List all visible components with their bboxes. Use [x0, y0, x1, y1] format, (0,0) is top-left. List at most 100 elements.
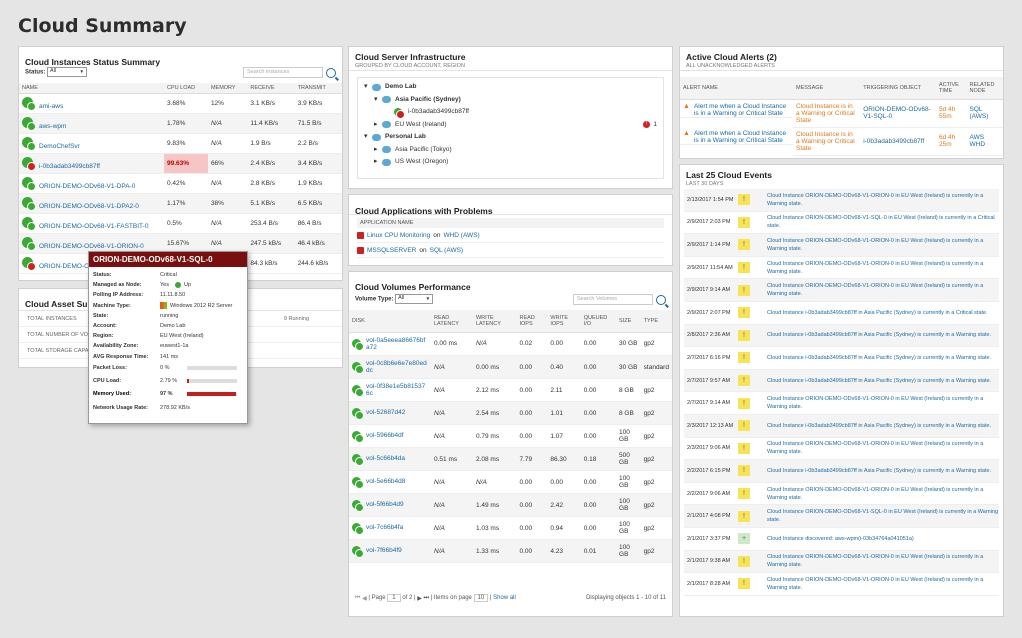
instance-row[interactable]: aws-wpm 1.78% N/A 11.4 KB/s 71.5 B/s	[19, 113, 342, 134]
volume-link[interactable]: vol-5966b4df	[366, 432, 404, 439]
alerts-col-header[interactable]: TRIGGERING OBJECT	[860, 77, 936, 100]
app-row[interactable]: Linux CPU Monitoring on WHD (AWS)	[357, 228, 664, 243]
instance-name-link[interactable]: ORION-DEMO-ODv68-V1-FASTBIT-0	[39, 223, 149, 230]
instances-col-header[interactable]: NAME	[19, 83, 164, 94]
event-message-link[interactable]: Cloud Instance ORION-DEMO-ODv68-V1-SQL-0…	[767, 509, 999, 524]
alert-name-link[interactable]: Alert me when a Cloud Instance is in a W…	[693, 102, 787, 117]
expand-icon[interactable]: ▸	[374, 158, 378, 165]
volume-row[interactable]: vol-5e66b4d8 N/A N/A 0.00 0.00 0.00 100 GB gp2	[349, 470, 672, 494]
expand-icon[interactable]: ▸	[374, 120, 378, 128]
volumes-col-header[interactable]: TYPE	[640, 310, 672, 333]
alerts-col-header[interactable]: MESSAGE	[793, 77, 861, 100]
volume-link[interactable]: vol-5c66b4da	[366, 455, 406, 462]
volume-link[interactable]: vol-0a5eeea86676bfa72	[366, 336, 426, 351]
tree-node-label[interactable]: EU West (Ireland)	[395, 120, 447, 128]
app-node-link[interactable]: SQL (AWS)	[429, 246, 464, 254]
volume-link[interactable]: vol-5f66b4d9	[366, 501, 404, 508]
event-message-link[interactable]: Cloud Instance ORION-DEMO-ODv68-V1-ORION…	[767, 237, 984, 252]
instance-name-link[interactable]: DemoChefSvr	[39, 143, 80, 150]
tree-node[interactable]: ▸ EU West (Ireland)! 1	[364, 119, 657, 132]
event-message-link[interactable]: Cloud Instance i-0b3adab3499cb87ff in As…	[767, 422, 992, 429]
volumes-search-icon[interactable]	[656, 294, 666, 305]
alert-row[interactable]: ▲ Alert me when a Cloud Instance is in a …	[680, 99, 1003, 128]
event-message-link[interactable]: Cloud Instance ORION-DEMO-ODv68-V1-ORION…	[767, 554, 984, 569]
tree-node-label[interactable]: i-0b3adab3499cb87ff	[408, 108, 469, 115]
event-message-link[interactable]: Cloud Instance i-0b3adab3499cb87ff in As…	[767, 332, 992, 339]
volume-row[interactable]: vol-0f38e1e5b815376c N/A 2.12 ms 0.00 2.11 0.…	[349, 378, 672, 402]
instance-name-link[interactable]: ORION-DEMO-ODv68-V1-DPA-0	[39, 183, 136, 190]
event-message-link[interactable]: Cloud Instance ORION-DEMO-ODv68-V1-ORION…	[767, 441, 984, 456]
volume-link[interactable]: vol-0f38e1e5b815376c	[366, 382, 426, 397]
show-all-link[interactable]: Show all	[493, 595, 516, 601]
page-input[interactable]: 1	[387, 594, 401, 602]
alerts-col-header[interactable]: ACTIVE TIME	[935, 77, 967, 100]
instance-name-link[interactable]: ORION-DEMO-ODv68-V1-ORION-0	[39, 243, 144, 250]
instance-name-link[interactable]: ORION-DEMO-ODv68-V1-SQL-0	[39, 263, 135, 270]
event-message-link[interactable]: Cloud Instance ORION-DEMO-ODv68-V1-ORION…	[767, 576, 984, 591]
alert-name-link[interactable]: Alert me when a Cloud Instance is in a W…	[693, 130, 787, 144]
collapse-icon[interactable]: ▾	[374, 95, 378, 103]
volumes-col-header[interactable]: WRITE IOPS	[547, 310, 581, 333]
items-input[interactable]: 10	[473, 594, 489, 602]
volumes-search-input[interactable]: Search Volumes	[573, 294, 653, 305]
volume-row[interactable]: vol-0c8b6e6e7e80eddc N/A 0.00 ms 0.00 0.40 0.…	[349, 355, 672, 379]
event-message-link[interactable]: Cloud Instance ORION-DEMO-ODv68-V1-ORION…	[767, 192, 984, 207]
tree-node-label[interactable]: Asia Pacific (Sydney)	[395, 95, 461, 103]
volume-link[interactable]: vol-52687d42	[366, 409, 406, 416]
event-message-link[interactable]: Cloud Instance ORION-DEMO-ODv68-V1-SQL-0…	[767, 215, 995, 230]
collapse-icon[interactable]: ▾	[364, 133, 368, 140]
event-message-link[interactable]: Cloud Instance i-0b3adab3499cb87ff in As…	[767, 354, 992, 361]
tree-node[interactable]: i-0b3adab3499cb87ff	[364, 106, 657, 120]
volume-link[interactable]: vol-5e66b4d8	[366, 478, 406, 485]
tree-node[interactable]: ▾ Personal Lab	[364, 131, 657, 144]
volume-link[interactable]: vol-0c8b6e6e7e80eddc	[366, 359, 427, 374]
instance-name-link[interactable]: ORION-DEMO-ODv68-V1-DPA2-0	[39, 203, 139, 210]
instance-name-link[interactable]: i-0b3adab3499cb87ff	[39, 163, 100, 170]
prev-page-icon[interactable]: ◀	[362, 595, 367, 602]
volumes-col-header[interactable]: READ LATENCY	[431, 310, 473, 333]
volumes-col-header[interactable]: QUEUED I/O	[580, 310, 617, 333]
instance-name-link[interactable]: aws-wpm	[39, 123, 67, 130]
alert-object-link[interactable]: ORION-DEMO-ODv68-V1-SQL-0	[860, 99, 936, 128]
instances-col-header[interactable]: CPU LOAD	[164, 83, 208, 94]
event-message-link[interactable]: Cloud Instance ORION-DEMO-ODv68-V1-ORION…	[767, 283, 984, 298]
event-message-link[interactable]: Cloud Instance ORION-DEMO-ODv68-V1-ORION…	[767, 396, 984, 411]
event-message-link[interactable]: Cloud Instance ORION-DEMO-ODv68-V1-ORION…	[767, 486, 984, 501]
search-icon[interactable]	[326, 67, 336, 78]
alert-object-link[interactable]: i-0b3adab3499cb87ff	[860, 127, 936, 156]
instance-row[interactable]: ORION-DEMO-ODv68-V1-FASTBIT-0 0.5% N/A 253.…	[19, 213, 342, 234]
event-message-link[interactable]: Cloud Instance i-0b3adab3499cb87ff in As…	[767, 377, 992, 384]
first-page-icon[interactable]: ⏮	[355, 594, 361, 601]
expand-icon[interactable]: ▸	[374, 145, 378, 153]
alert-node-link[interactable]: SQL (AWS)	[966, 99, 1003, 128]
instances-col-header[interactable]: TRANSMIT	[294, 83, 342, 94]
tree-node-label[interactable]: Demo Lab	[385, 83, 417, 90]
tree-node[interactable]: ▾ Asia Pacific (Sydney)	[364, 94, 657, 107]
instance-row[interactable]: ORION-DEMO-ODv68-V1-DPA2-0 1.17% 38% 5.1 KB…	[19, 193, 342, 214]
tree-node[interactable]: ▾ Demo Lab	[364, 81, 657, 94]
alert-row[interactable]: ▲ Alert me when a Cloud Instance is in a …	[680, 127, 1003, 156]
last-page-icon[interactable]: ⏭	[423, 594, 429, 601]
volume-row[interactable]: vol-5f66b4d9 N/A 1.49 ms 0.00 2.42 0.00 100 GB…	[349, 493, 672, 517]
app-name-link[interactable]: Linux CPU Monitoring	[367, 231, 431, 239]
instances-col-header[interactable]: RECEIVE	[247, 83, 295, 94]
volume-row[interactable]: vol-5966b4df N/A 0.79 ms 0.00 1.07 0.00 100 GB…	[349, 424, 672, 448]
tree-node[interactable]: ▸ Asia Pacific (Tokyo)	[364, 144, 657, 157]
tree-node[interactable]: ▸ US West (Oregon)	[364, 156, 657, 169]
event-message-link[interactable]: Cloud Instance i-0b3adab3499cb87ff in As…	[767, 467, 992, 474]
event-message-link[interactable]: Cloud Instance discovered: aws-wpm(i-03b…	[767, 535, 914, 542]
volumes-col-header[interactable]: READ IOPS	[516, 310, 548, 333]
collapse-icon[interactable]: ▾	[364, 83, 368, 90]
volumes-col-header[interactable]: WRITE LATENCY	[472, 310, 517, 333]
volume-link[interactable]: vol-7f66b4f9	[366, 547, 402, 554]
instance-row[interactable]: ORION-DEMO-ODv68-V1-DPA-0 0.42% N/A 2.8 KB/…	[19, 173, 342, 194]
tree-node-label[interactable]: US West (Oregon)	[395, 158, 449, 165]
volume-link[interactable]: vol-7c66b4fa	[366, 524, 404, 531]
event-message-link[interactable]: Cloud Instance i-0b3adab3499cb87ff in As…	[767, 309, 988, 316]
volume-row[interactable]: vol-5c66b4da 0.51 ms 2.08 ms 7.79 86.30 0.18 5…	[349, 447, 672, 471]
alerts-col-header[interactable]: ALERT NAME	[680, 77, 793, 100]
status-select[interactable]: All	[47, 67, 88, 77]
alert-node-link[interactable]: AWS WHD	[966, 127, 1003, 156]
volume-row[interactable]: vol-0a5eeea86676bfa72 0.00 ms N/A 0.02 0.00 0…	[349, 332, 672, 356]
alerts-col-header[interactable]: RELATED NODE	[966, 77, 1003, 100]
